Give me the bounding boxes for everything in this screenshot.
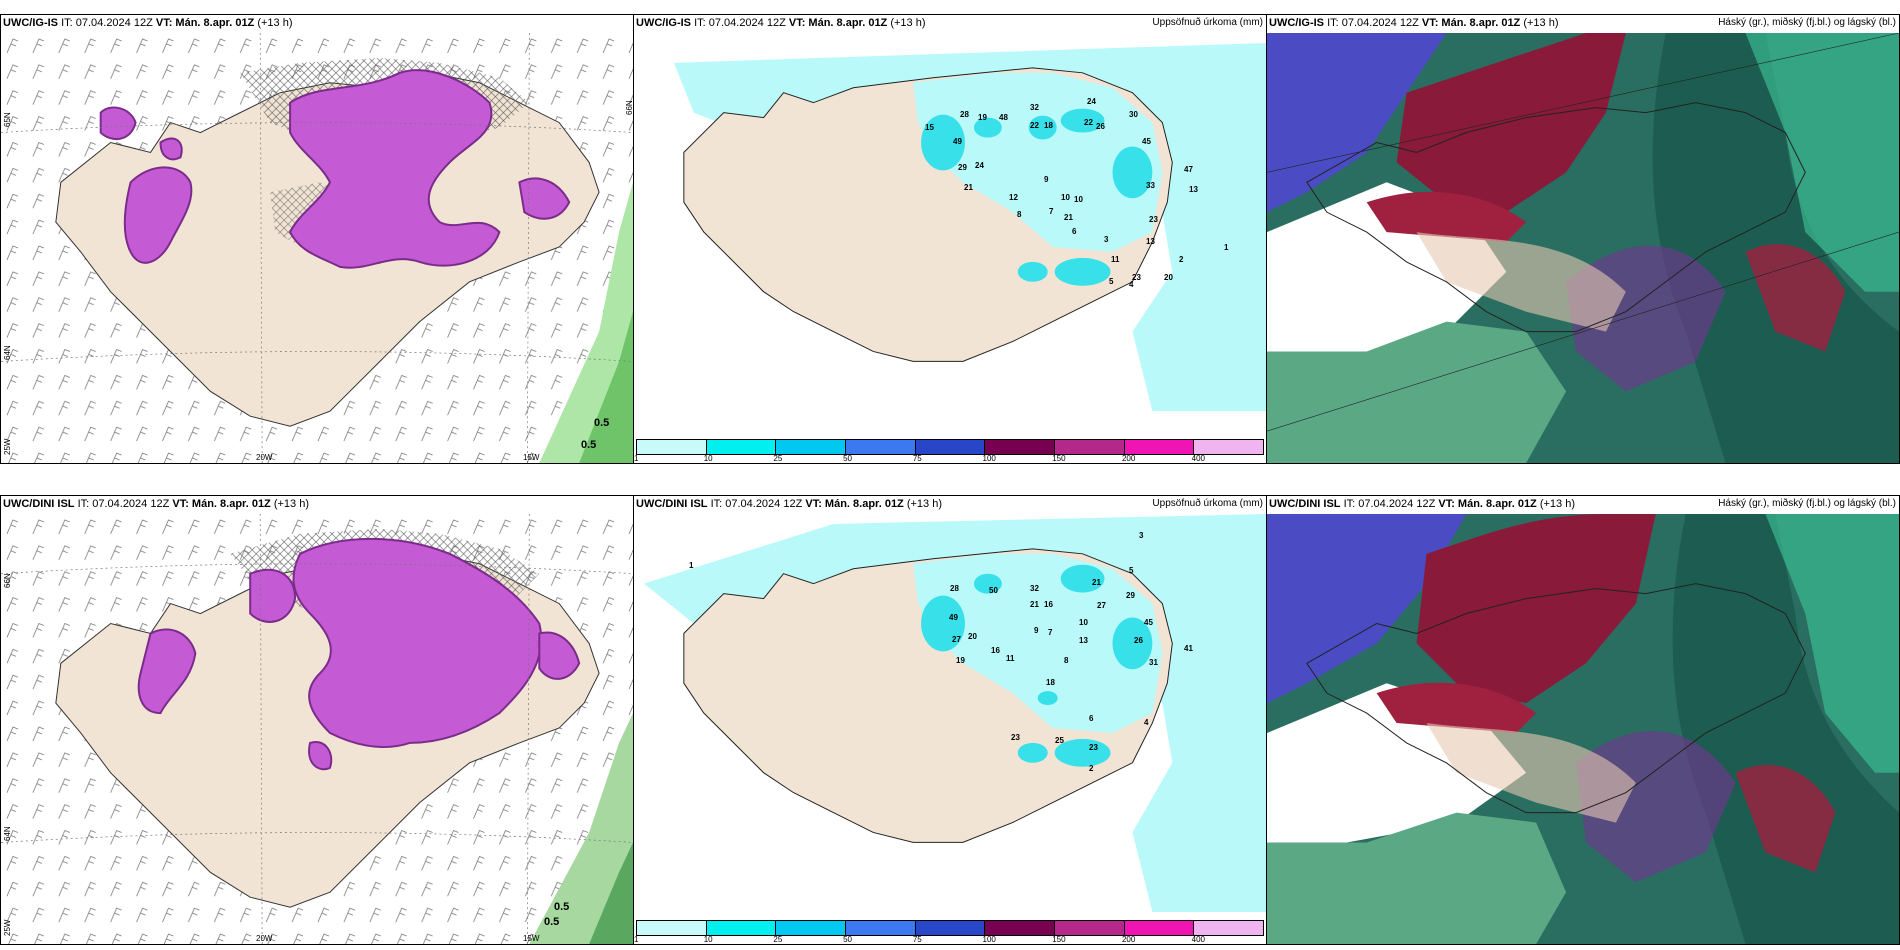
panel-legend-title: Háský (gr.), miðský (fj.bl.) og lágský (…: [1718, 17, 1896, 28]
legend-swatch: [1194, 921, 1264, 935]
precip-map: [634, 514, 1266, 918]
legend-tick: 25: [773, 935, 783, 944]
lat-label: 64N: [3, 826, 12, 841]
lon-label: 15W: [523, 934, 540, 943]
corner-value: 0.5: [544, 916, 560, 928]
legend-swatch: [985, 921, 1056, 935]
corner-value: 0.5: [554, 901, 570, 913]
legend-tick: 10: [703, 935, 713, 944]
panel-legend-title: Háský (gr.), miðský (fj.bl.) og lágský (…: [1718, 498, 1896, 509]
legend-tick: 10: [703, 454, 713, 463]
precip-panel-bottom: UWC/DINI ISL IT: 07.04.2024 12Z VT: Mán.…: [633, 495, 1267, 945]
legend-swatch: [1124, 440, 1195, 454]
precip-legend: 1 10 25 50 75 100 150 200 400: [634, 918, 1266, 944]
lat-label: 25W: [3, 438, 12, 455]
legend-swatch: [776, 440, 847, 454]
legend-tick: 400: [1191, 935, 1206, 944]
legend-tick: 150: [1052, 454, 1066, 463]
lat-label: 65N: [3, 112, 12, 127]
legend-tick: 400: [1191, 454, 1206, 463]
snow-map: [1, 514, 633, 944]
legend-swatch: [776, 921, 847, 935]
legend-tick: 100: [982, 935, 996, 944]
cloud-map: [1267, 33, 1899, 463]
legend-swatch: [915, 921, 986, 935]
cloud-panel-bottom: UWC/DINI ISL IT: 07.04.2024 12Z VT: Mán.…: [1266, 495, 1900, 945]
legend-tick: 1: [634, 454, 639, 463]
legend-swatch: [846, 440, 916, 454]
precip-legend: 1 10 25 50 75 100 150 200 400: [634, 437, 1266, 463]
legend-tick: 25: [773, 454, 783, 463]
panel-title: UWC/DINI ISL IT: 07.04.2024 12Z VT: Mán.…: [3, 498, 310, 510]
legend-swatch: [637, 440, 707, 454]
lat-label: 64N: [3, 345, 12, 360]
snow-map: [1, 33, 633, 463]
legend-tick: 75: [912, 454, 922, 463]
legend-swatch: [846, 921, 916, 935]
panel-title: UWC/IG-IS IT: 07.04.2024 12Z VT: Mán. 8.…: [3, 17, 293, 29]
panel-title: UWC/IG-IS IT: 07.04.2024 12Z VT: Mán. 8.…: [1269, 17, 1559, 29]
legend-tick: 50: [843, 935, 853, 944]
precip-map: [634, 33, 1266, 437]
legend-swatch: [1055, 440, 1125, 454]
legend-swatch: [915, 440, 986, 454]
panel-legend-title: Uppsöfnuð úrkoma (mm): [1152, 17, 1263, 28]
legend-swatch: [637, 921, 707, 935]
panel-title: UWC/IG-IS IT: 07.04.2024 12Z VT: Mán. 8.…: [636, 17, 926, 29]
legend-swatch: [706, 921, 777, 935]
panel-title: UWC/DINI ISL IT: 07.04.2024 12Z VT: Mán.…: [636, 498, 943, 510]
legend-swatch: [1194, 440, 1264, 454]
snow-panel-top: UWC/IG-IS IT: 07.04.2024 12Z VT: Mán. 8.…: [0, 14, 634, 464]
legend-tick: 200: [1121, 935, 1136, 944]
lat-label: 66N: [3, 573, 12, 588]
lat-label: 25W: [3, 919, 12, 936]
snow-panel-bottom: UWC/DINI ISL IT: 07.04.2024 12Z VT: Mán.…: [0, 495, 634, 945]
corner-value: 0.5: [594, 417, 610, 429]
lon-label: 20W: [256, 934, 273, 943]
precip-panel-top: UWC/IG-IS IT: 07.04.2024 12Z VT: Mán. 8.…: [633, 14, 1267, 464]
panel-legend-title: Uppsöfnuð úrkoma (mm): [1152, 498, 1263, 509]
lon-label: 20W: [256, 453, 273, 462]
cloud-panel-top: UWC/IG-IS IT: 07.04.2024 12Z VT: Mán. 8.…: [1266, 14, 1900, 464]
legend-tick: 50: [843, 454, 853, 463]
legend-swatch: [1055, 921, 1125, 935]
legend-tick: 100: [982, 454, 996, 463]
legend-swatch: [1124, 921, 1195, 935]
legend-tick: 1: [634, 935, 639, 944]
lon-label: 15W: [523, 453, 540, 462]
corner-value: 0.5: [581, 439, 597, 451]
legend-tick: 150: [1052, 935, 1066, 944]
legend-tick: 200: [1121, 454, 1136, 463]
cloud-map: [1267, 514, 1899, 944]
legend-swatch: [706, 440, 777, 454]
legend-tick: 75: [912, 935, 922, 944]
panel-title: UWC/DINI ISL IT: 07.04.2024 12Z VT: Mán.…: [1269, 498, 1576, 510]
legend-swatch: [985, 440, 1056, 454]
